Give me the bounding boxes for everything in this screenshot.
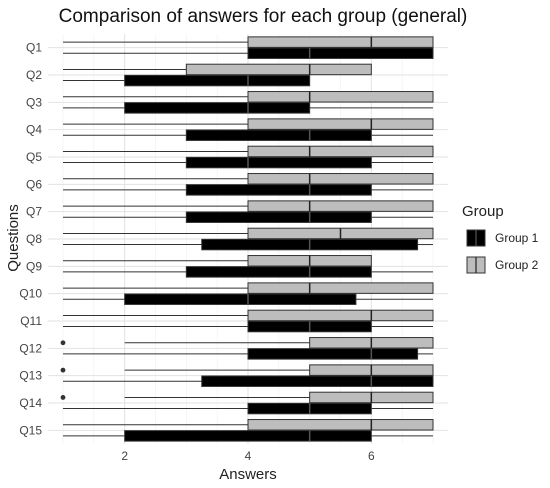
box — [247, 47, 434, 59]
box-q1-group1 — [63, 47, 434, 59]
box — [185, 211, 372, 223]
box-q6-group2 — [63, 173, 434, 185]
box-q11-group2 — [63, 309, 434, 322]
box-q14-group2 — [60, 391, 434, 404]
legend-title: Group — [462, 203, 504, 220]
box-q11-group1 — [63, 320, 433, 333]
box — [247, 200, 434, 212]
box-q3-group1 — [63, 102, 433, 114]
y-tick-label: Q9 — [26, 259, 42, 273]
box-q6-group1 — [63, 184, 433, 196]
y-tick-label: Q11 — [20, 314, 42, 328]
box — [247, 118, 434, 130]
box — [247, 173, 434, 185]
y-tick-label: Q12 — [19, 341, 42, 355]
box — [124, 74, 311, 87]
legend-key-1 — [466, 229, 486, 247]
y-tick-label: Q13 — [19, 369, 42, 383]
box — [185, 129, 372, 141]
plot-area — [60, 36, 434, 442]
x-tick-label: 4 — [245, 449, 252, 463]
y-tick-label: Q1 — [26, 41, 42, 55]
box — [124, 102, 311, 114]
box — [247, 145, 434, 158]
box-q9-group1 — [63, 266, 433, 278]
y-tick-label: Q8 — [26, 232, 42, 246]
box — [124, 430, 372, 442]
y-tick-label: Q7 — [26, 205, 42, 219]
box-q14-group1 — [63, 402, 433, 415]
box-q8-group1 — [63, 238, 433, 251]
box — [185, 184, 372, 196]
box-q9-group2 — [63, 255, 372, 267]
y-tick-label: Q2 — [26, 68, 42, 82]
outlier-point — [60, 340, 66, 346]
box-q10-group1 — [63, 293, 433, 305]
outlier-point — [60, 367, 66, 373]
box-q13-group2 — [60, 364, 434, 376]
box — [247, 91, 434, 103]
outlier-point — [60, 395, 66, 400]
box-q15-group1 — [63, 430, 433, 442]
y-axis-title: Questions — [5, 204, 22, 272]
legend: Group Group 1 Group 2 — [462, 203, 539, 274]
box-q7-group2 — [63, 200, 434, 212]
box — [185, 63, 372, 76]
box — [124, 293, 357, 305]
box-q2-group2 — [63, 63, 372, 76]
box — [201, 375, 434, 387]
y-tick-label: Q14 — [19, 396, 42, 410]
box-q12-group1 — [63, 348, 433, 360]
box — [185, 156, 372, 169]
y-tick-label: Q15 — [19, 423, 42, 437]
box — [185, 266, 372, 278]
y-tick-label: Q10 — [19, 287, 42, 301]
box-q5-group1 — [63, 156, 433, 169]
box-q12-group2 — [60, 337, 434, 349]
y-tick-label: Q4 — [26, 123, 42, 137]
x-tick-labels: 2 4 6 — [121, 449, 375, 463]
box-q13-group1 — [63, 375, 434, 387]
x-axis-title: Answers — [219, 466, 277, 483]
y-tick-label: Q6 — [26, 177, 42, 191]
y-tick-label: Q3 — [26, 95, 42, 109]
box-q10-group2 — [63, 282, 434, 294]
box — [247, 348, 419, 360]
x-tick-label: 6 — [368, 449, 375, 463]
legend-label: Group 1 — [495, 231, 539, 245]
box-q3-group2 — [63, 91, 434, 103]
box — [247, 419, 434, 431]
box-q4-group1 — [63, 129, 433, 141]
box — [247, 36, 434, 48]
box-q15-group2 — [63, 419, 434, 431]
box-q1-group2 — [63, 36, 434, 48]
box-q8-group2 — [63, 227, 434, 240]
box-q5-group2 — [63, 145, 434, 158]
y-tick-label: Q5 — [26, 150, 42, 164]
box-q2-group1 — [63, 74, 311, 87]
box-q4-group2 — [63, 118, 434, 130]
box — [247, 282, 434, 294]
legend-label: Group 2 — [495, 258, 539, 272]
box-q7-group1 — [63, 211, 433, 223]
x-tick-label: 2 — [121, 449, 128, 463]
y-tick-labels: Q1 Q2 Q3 Q4 Q5 Q6 Q7 Q8 Q9 Q10 Q11 Q12 Q13 Q14 Q15 — [19, 41, 42, 438]
legend-key-2 — [466, 256, 486, 274]
box — [247, 309, 434, 322]
chart-title: Comparison of answers for each group (ge… — [59, 6, 468, 27]
